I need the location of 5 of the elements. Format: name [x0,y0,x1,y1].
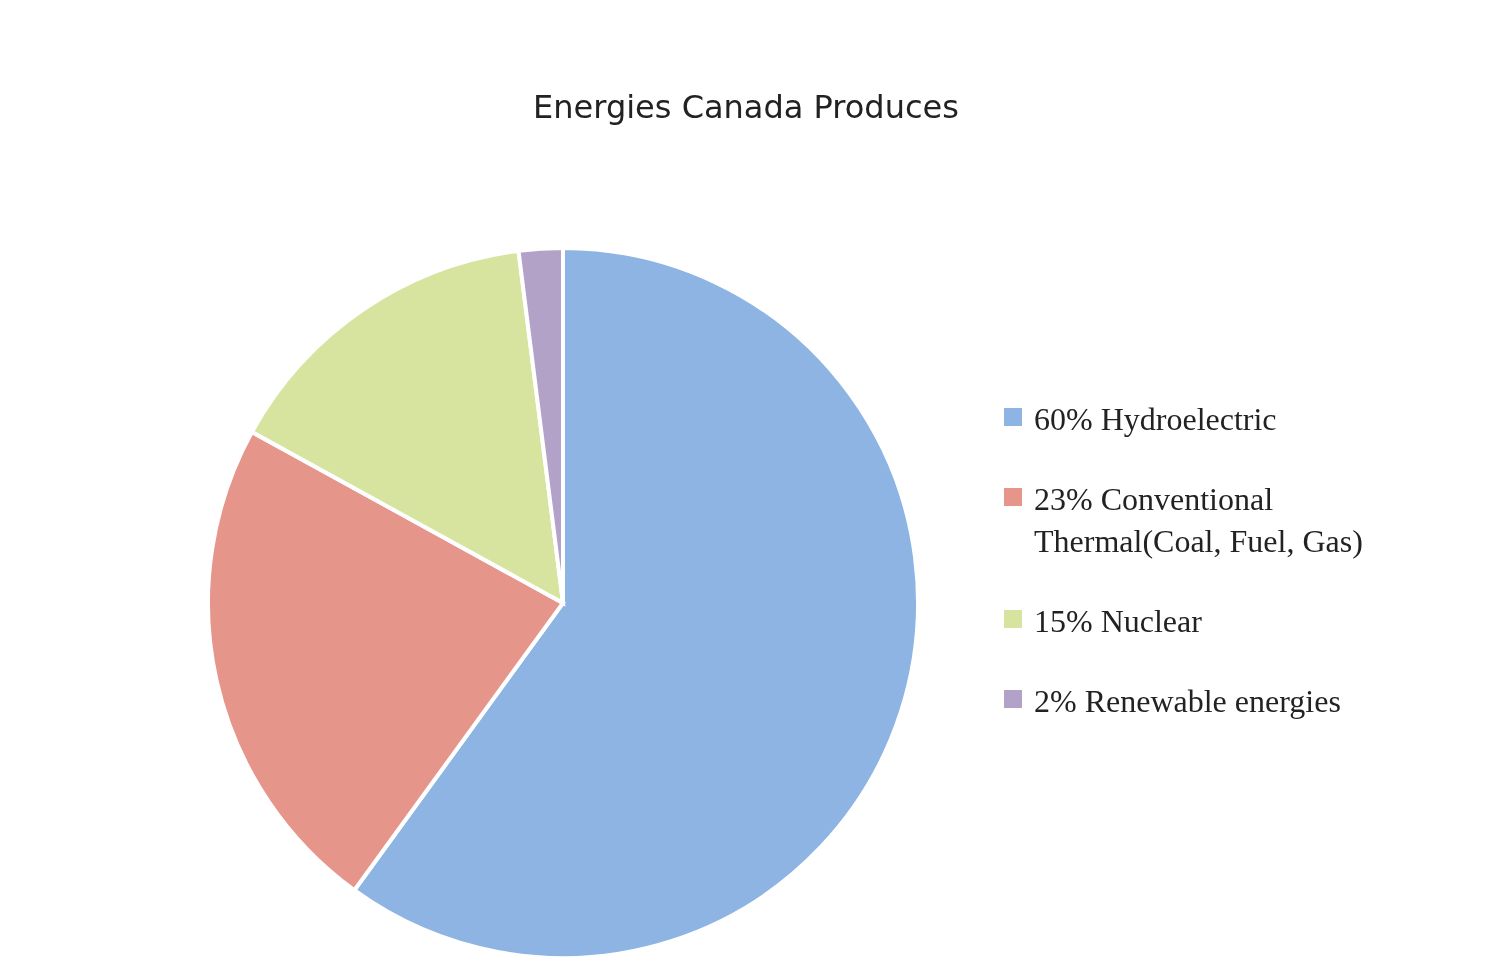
legend-label: 15% Nuclear [1034,602,1202,641]
legend-label: 2% Renewable energies [1034,682,1341,721]
chart-title: Energies Canada Produces [532,88,960,126]
legend-label: 60% Hydroelectric [1034,400,1277,439]
legend-label: 23% Conventional Thermal(Coal, Fuel, Gas) [1034,480,1364,561]
